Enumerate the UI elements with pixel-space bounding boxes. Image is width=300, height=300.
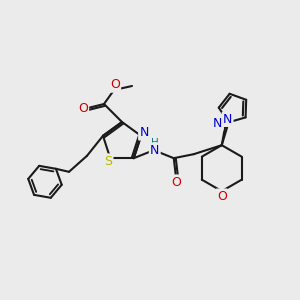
Text: N: N (223, 113, 232, 126)
Text: O: O (171, 176, 181, 189)
Text: N: N (139, 126, 149, 139)
Text: O: O (217, 190, 227, 203)
Text: N: N (213, 117, 222, 130)
Text: O: O (110, 79, 120, 92)
Text: H: H (151, 138, 159, 148)
Text: O: O (78, 103, 88, 116)
Text: N: N (150, 144, 159, 157)
Text: S: S (104, 155, 112, 168)
